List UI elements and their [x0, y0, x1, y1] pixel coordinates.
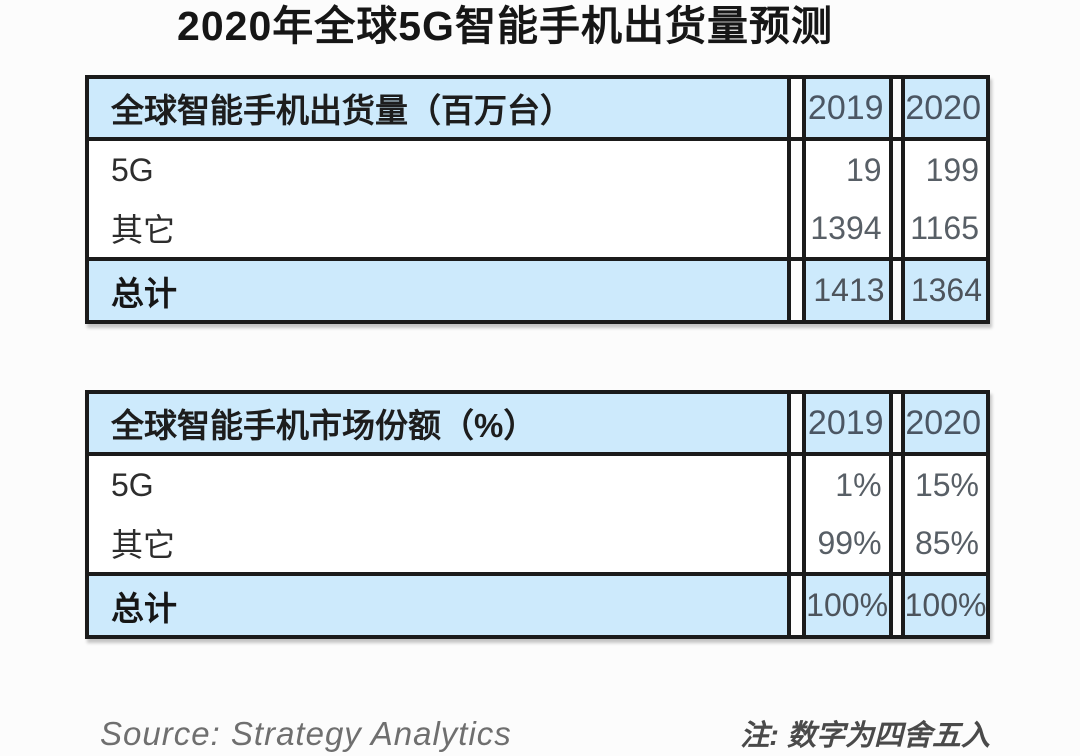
column-gap [787, 77, 807, 141]
shipments-other-2020: 1165 [910, 209, 979, 246]
share-total-2020: 100% [902, 572, 988, 637]
column-gap [787, 199, 807, 259]
column-gap [787, 454, 807, 514]
column-gap [787, 257, 807, 322]
column-gap [888, 392, 905, 456]
share-other-2020: 85% [914, 524, 979, 561]
share-5g-2020: 15% [914, 466, 979, 503]
column-gap [787, 514, 807, 574]
figure-footer: Source: Strategy Analytics 注: 数字为四舍五入 [100, 712, 990, 754]
table-row: 其它 99% 85% [87, 514, 988, 574]
table-row: 其它 1394 1165 [87, 199, 988, 259]
market-share-table: 全球智能手机市场份额（%） 2019 2020 5G 1% 15% 其它 99%… [85, 390, 990, 639]
share-total-2019: 100% [804, 572, 891, 637]
share-header-2020: 2020 [902, 392, 988, 456]
share-5g-2019: 1% [835, 466, 882, 503]
shipments-total-row: 总计 1413 1364 [87, 257, 988, 322]
rounding-note: 注: 数字为四舍五入 [740, 720, 990, 752]
column-gap [888, 514, 905, 574]
share-5g-label: 5G [87, 454, 792, 514]
table-row: 5G 19 199 [87, 139, 988, 199]
column-gap [888, 77, 905, 141]
figure-title: 2020年全球5G智能手机出货量预测 [177, 3, 833, 49]
shipments-total-2020: 1364 [902, 257, 988, 322]
shipments-other-label: 其它 [87, 199, 792, 259]
column-gap [888, 572, 905, 637]
column-gap [787, 572, 807, 637]
shipments-other-2019: 1394 [810, 209, 882, 246]
column-gap [787, 392, 807, 456]
source-credit: Source: Strategy Analytics [100, 715, 512, 752]
share-other-label: 其它 [87, 514, 792, 574]
column-gap [888, 199, 905, 259]
shipments-total-2019: 1413 [804, 257, 891, 322]
share-header-row: 全球智能手机市场份额（%） 2019 2020 [87, 392, 988, 456]
shipments-header-label: 全球智能手机出货量（百万台） [87, 77, 792, 141]
shipments-5g-2020: 199 [925, 151, 979, 188]
shipments-total-label: 总计 [87, 257, 792, 322]
share-total-label: 总计 [87, 572, 792, 637]
shipments-5g-2019: 19 [845, 151, 882, 188]
column-gap [888, 139, 905, 199]
share-header-2019: 2019 [804, 392, 891, 456]
column-gap [888, 454, 905, 514]
column-gap [787, 139, 807, 199]
share-other-2019: 99% [817, 524, 882, 561]
shipments-header-2020: 2020 [902, 77, 988, 141]
shipments-header-2019: 2019 [804, 77, 891, 141]
shipments-5g-label: 5G [87, 139, 792, 199]
column-gap [888, 257, 905, 322]
share-total-row: 总计 100% 100% [87, 572, 988, 637]
table-row: 5G 1% 15% [87, 454, 988, 514]
shipments-header-row: 全球智能手机出货量（百万台） 2019 2020 [87, 77, 988, 141]
shipments-table: 全球智能手机出货量（百万台） 2019 2020 5G 19 199 其它 13… [85, 75, 990, 324]
share-header-label: 全球智能手机市场份额（%） [87, 392, 792, 456]
